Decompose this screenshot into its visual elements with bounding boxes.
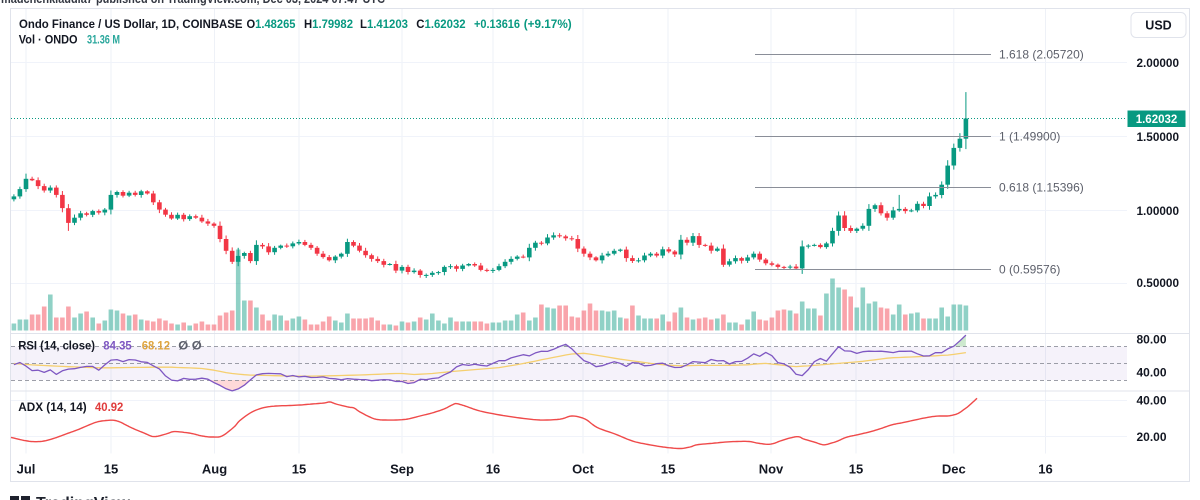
svg-text:Jul: Jul bbox=[17, 462, 36, 477]
svg-text:84.35: 84.35 bbox=[103, 339, 132, 353]
svg-text:40.00: 40.00 bbox=[1137, 396, 1167, 408]
svg-text:Aug: Aug bbox=[202, 462, 227, 477]
svg-text:1.618 (2.05720): 1.618 (2.05720) bbox=[999, 48, 1084, 62]
svg-text:1.00000: 1.00000 bbox=[1137, 206, 1180, 218]
svg-text:ADX (14, 14): ADX (14, 14) bbox=[18, 400, 86, 414]
svg-text:15: 15 bbox=[661, 462, 675, 477]
svg-text:1.50000: 1.50000 bbox=[1137, 132, 1180, 144]
svg-text:+0.13616: +0.13616 bbox=[474, 17, 520, 31]
svg-text:Vol · ONDO: Vol · ONDO bbox=[19, 33, 78, 47]
svg-text:TradingView: TradingView bbox=[36, 495, 131, 500]
svg-text:Sep: Sep bbox=[390, 462, 414, 477]
svg-text:L1.41203: L1.41203 bbox=[360, 17, 408, 31]
svg-text:(+9.17%): (+9.17%) bbox=[524, 17, 572, 31]
svg-text:15: 15 bbox=[292, 462, 306, 477]
svg-text:31.36 M: 31.36 M bbox=[87, 33, 120, 47]
svg-text:0 (0.59576): 0 (0.59576) bbox=[999, 263, 1060, 277]
svg-text:20.00: 20.00 bbox=[1137, 432, 1167, 444]
svg-text:Ø Ø: Ø Ø bbox=[178, 339, 201, 353]
svg-text:1 (1.49900): 1 (1.49900) bbox=[999, 130, 1060, 144]
svg-text:madchenklaudia7 published on T: madchenklaudia7 published on TradingView… bbox=[1, 0, 385, 6]
svg-text:80.00: 80.00 bbox=[1137, 335, 1167, 347]
svg-text:0.50000: 0.50000 bbox=[1137, 278, 1180, 290]
svg-text:40.00: 40.00 bbox=[1137, 368, 1167, 380]
svg-text:2.00000: 2.00000 bbox=[1137, 58, 1180, 70]
svg-text:Dec: Dec bbox=[942, 462, 966, 477]
svg-text:C1.62032: C1.62032 bbox=[416, 17, 465, 31]
svg-text:Oct: Oct bbox=[572, 462, 594, 477]
svg-text:RSI (14, close): RSI (14, close) bbox=[18, 339, 95, 353]
svg-text:15: 15 bbox=[104, 462, 118, 477]
svg-text:Nov: Nov bbox=[759, 462, 784, 477]
svg-text:H1.79982: H1.79982 bbox=[304, 17, 353, 31]
svg-text:15: 15 bbox=[849, 462, 863, 477]
svg-text:40.92: 40.92 bbox=[95, 400, 124, 414]
svg-text:O1.48265: O1.48265 bbox=[247, 17, 296, 31]
svg-text:Ondo Finance / US Dollar, 1D,: Ondo Finance / US Dollar, 1D, COINBASE bbox=[19, 17, 243, 31]
svg-text:USD: USD bbox=[1145, 19, 1171, 33]
svg-text:16: 16 bbox=[486, 462, 500, 477]
svg-text:1.62032: 1.62032 bbox=[1136, 114, 1178, 126]
svg-text:68.12: 68.12 bbox=[142, 339, 171, 353]
svg-text:0.618 (1.15396): 0.618 (1.15396) bbox=[999, 181, 1084, 195]
svg-text:16: 16 bbox=[1038, 462, 1052, 477]
